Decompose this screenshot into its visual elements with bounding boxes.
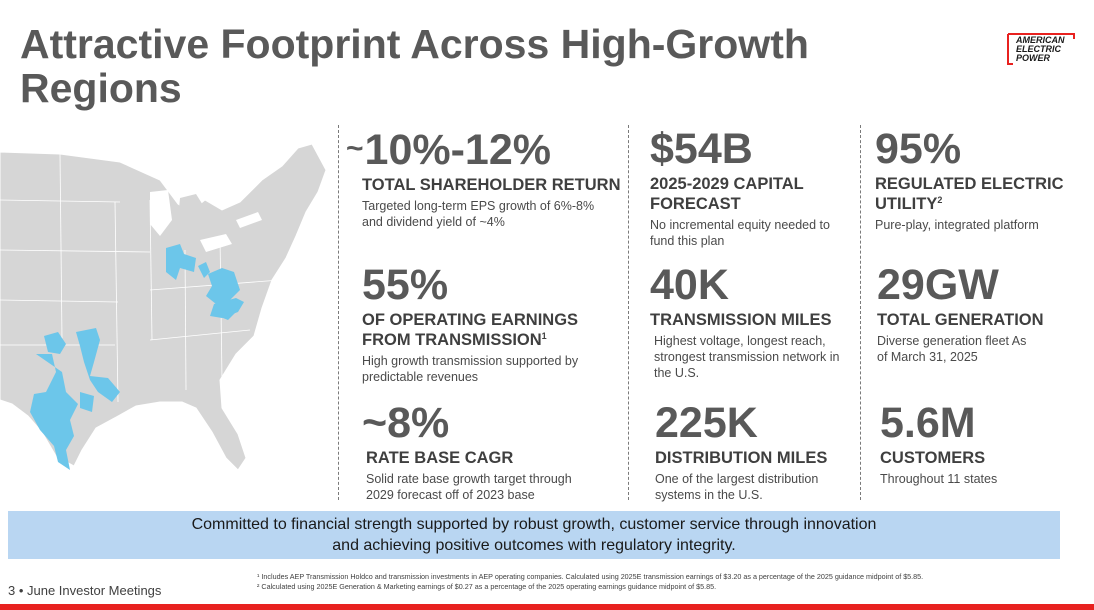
stat-value: ~8%: [362, 399, 450, 447]
stat-heading: 2025-2029 CAPITAL FORECAST: [650, 175, 804, 213]
stat-heading: TOTAL GENERATION: [877, 311, 1044, 329]
stat-heading: RATE BASE CAGR: [366, 449, 514, 467]
stat-description: Targeted long-term EPS growth of 6%-8% a…: [362, 199, 595, 229]
logo-line-1: AMERICAN: [1015, 35, 1065, 45]
stat-capital-forecast: $54B 2025-2029 CAPITAL FORECAST No incre…: [650, 126, 855, 249]
service-area-indiana-michigan: [166, 244, 196, 280]
footnote-1: ¹ Includes AEP Transmission Holdco and t…: [257, 572, 924, 581]
stat-value: 55%: [362, 261, 449, 309]
stat-description: Throughout 11 states: [880, 472, 998, 486]
aep-logo: AMERICAN ELECTRIC POWER: [1007, 33, 1075, 65]
stat-value: 29GW: [877, 261, 999, 309]
stat-description: One of the largest distribution systems …: [655, 472, 819, 502]
service-area-texas: [30, 354, 78, 470]
stat-heading: OF OPERATING EARNINGS FROM TRANSMISSION1: [362, 311, 579, 349]
stat-regulated-utility: 95% REGULATED ELECTRIC UTILITY2 Pure-pla…: [875, 126, 1090, 233]
stat-total-generation: 29GW TOTAL GENERATION Diverse generation…: [877, 262, 1087, 365]
column-divider-3: [860, 125, 861, 500]
stat-distribution-miles: 225K DISTRIBUTION MILES One of the large…: [655, 400, 855, 503]
great-lakes: [150, 190, 172, 236]
stat-description: Solid rate base growth target through 20…: [366, 472, 572, 502]
service-area-swepco: [76, 328, 120, 402]
logo-line-3: POWER: [1016, 53, 1051, 63]
service-territory-map: [0, 143, 327, 471]
stat-value: 40K: [650, 261, 729, 309]
service-area-ohio: [206, 268, 240, 304]
stat-description: Pure-play, integrated platform: [875, 218, 1039, 232]
stat-value: 225K: [655, 399, 758, 447]
page-footer-label: 3 • June Investor Meetings: [8, 583, 162, 598]
stat-value: ~10%-12%: [346, 126, 551, 174]
stat-description: High growth transmission supported by pr…: [362, 354, 579, 384]
stat-value: $54B: [650, 125, 753, 173]
service-area-pso: [44, 332, 66, 354]
commitment-banner: Committed to financial strength supporte…: [8, 511, 1060, 559]
stat-value: 5.6M: [880, 399, 976, 447]
stat-heading: DISTRIBUTION MILES: [655, 449, 828, 467]
stat-customers: 5.6M CUSTOMERS Throughout 11 states: [880, 400, 1085, 487]
commitment-banner-text: Committed to financial strength supporte…: [191, 516, 877, 554]
column-divider-2: [628, 125, 629, 500]
stat-value-prefix: ~: [346, 132, 364, 165]
stat-rate-base-cagr: ~8% RATE BASE CAGR Solid rate base growt…: [362, 400, 622, 503]
stat-heading: CUSTOMERS: [880, 449, 986, 467]
column-divider-1: [338, 125, 339, 500]
footer-accent-bar: [0, 604, 1094, 610]
footnotes: ¹ Includes AEP Transmission Holdco and t…: [257, 572, 1087, 592]
logo-line-2: ELECTRIC: [1016, 44, 1062, 54]
stat-description: Diverse generation fleet As of March 31,…: [877, 334, 1027, 364]
stat-description: Highest voltage, longest reach, stronges…: [654, 334, 840, 380]
stat-transmission-earnings: 55% OF OPERATING EARNINGS FROM TRANSMISS…: [362, 262, 622, 385]
stat-description: No incremental equity needed to fund thi…: [650, 218, 830, 248]
stat-shareholder-return: ~10%-12% TOTAL SHAREHOLDER RETURN Target…: [346, 126, 621, 230]
stat-value: 95%: [875, 125, 962, 173]
service-area-regions: [30, 244, 244, 470]
stat-heading: TRANSMISSION MILES: [650, 311, 832, 329]
stat-transmission-miles: 40K TRANSMISSION MILES Highest voltage, …: [650, 262, 855, 381]
footnote-2: ² Calculated using 2025E Generation & Ma…: [257, 582, 717, 591]
stat-heading: REGULATED ELECTRIC UTILITY2: [875, 175, 1064, 213]
stat-heading: TOTAL SHAREHOLDER RETURN: [362, 176, 621, 194]
service-area-appalachian: [210, 298, 244, 318]
page-title: Attractive Footprint Across High-Growth …: [20, 21, 809, 111]
